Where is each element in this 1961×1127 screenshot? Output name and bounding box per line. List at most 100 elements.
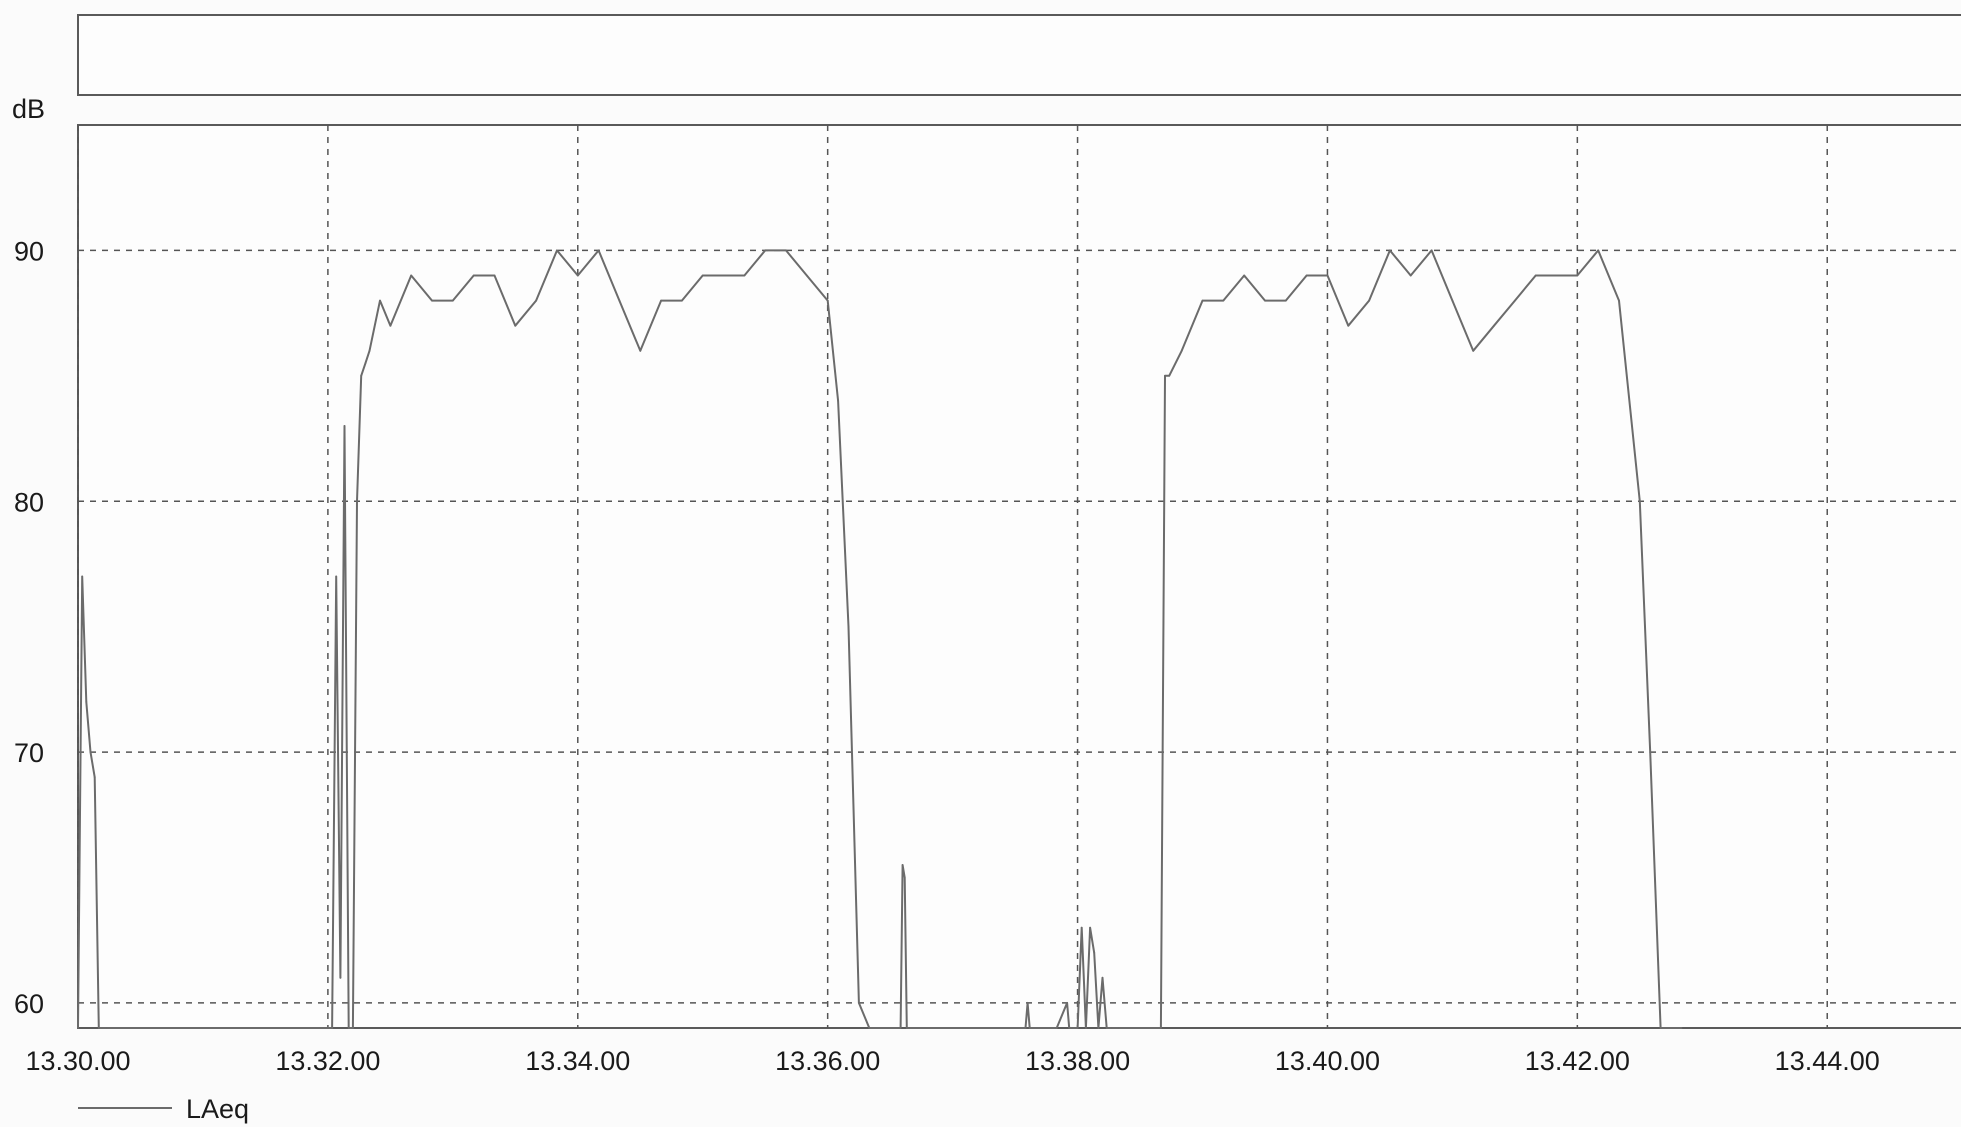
x-tick-label-13-44-00: 13.44.00 — [1775, 1046, 1880, 1076]
data-point — [681, 299, 683, 302]
data-point — [379, 299, 381, 302]
data-point — [356, 500, 358, 503]
data-point — [785, 249, 787, 252]
legend: LAeq — [78, 1094, 249, 1124]
data-point — [1024, 1027, 1027, 1029]
data-point — [1105, 1027, 1108, 1029]
data-point — [1284, 299, 1287, 302]
data-point — [343, 425, 346, 427]
data-point — [1264, 299, 1266, 302]
data-point — [743, 274, 746, 277]
x-tick-label-13-30-00: 13.30.00 — [25, 1046, 130, 1076]
data-point — [1347, 324, 1350, 327]
data-point — [102, 1027, 104, 1029]
data-point — [1222, 299, 1225, 302]
data-point — [868, 1027, 871, 1029]
data-point — [331, 1027, 333, 1029]
data-point — [81, 575, 84, 578]
data-point — [1243, 274, 1246, 277]
data-point — [472, 274, 475, 277]
data-point — [1514, 299, 1516, 302]
data-point — [1305, 274, 1308, 277]
x-tick-label-13-42-00: 13.42.00 — [1525, 1046, 1630, 1076]
data-point — [1201, 299, 1204, 302]
data-point — [1649, 751, 1652, 753]
data-point — [1576, 274, 1579, 277]
legend-label-laeq: LAeq — [186, 1094, 249, 1124]
data-point — [1070, 1027, 1073, 1029]
top-info-panel — [77, 14, 1961, 96]
plot-area — [77, 124, 1961, 1029]
data-point — [722, 274, 725, 277]
data-point — [905, 1027, 908, 1029]
data-point — [1168, 374, 1171, 377]
data-point — [1472, 349, 1475, 352]
data-point — [576, 274, 579, 277]
y-tick-label-90: 90 — [14, 236, 44, 266]
data-point — [858, 1002, 860, 1004]
data-point — [93, 776, 96, 779]
x-tick-label-13-32-00: 13.32.00 — [275, 1046, 380, 1076]
y-tick-label-70: 70 — [14, 738, 44, 768]
data-point — [347, 1027, 350, 1029]
data-point — [1618, 299, 1620, 302]
data-point — [1114, 1027, 1116, 1029]
data-point — [1670, 1027, 1672, 1029]
data-point — [1430, 249, 1433, 252]
data-point — [1076, 1027, 1079, 1029]
data-point — [535, 299, 537, 302]
data-point — [493, 274, 496, 277]
data-point — [1451, 299, 1454, 302]
data-point — [1089, 926, 1091, 929]
data-point — [1101, 976, 1104, 979]
data-point — [1389, 249, 1391, 252]
data-point — [89, 751, 92, 753]
data-point — [514, 324, 517, 327]
data-point — [1028, 1027, 1031, 1029]
data-point — [1118, 1027, 1121, 1029]
data-point — [597, 249, 600, 252]
data-point — [335, 575, 338, 578]
x-axis: 13.30.00 13.32.00 13.34.00 13.36.00 13.38.00… — [25, 1046, 1879, 1076]
data-point — [639, 349, 642, 352]
data-point — [410, 274, 413, 277]
grid — [77, 125, 1961, 1028]
data-point — [1097, 1027, 1100, 1029]
data-point — [618, 299, 621, 302]
data-point — [97, 1027, 100, 1029]
data-point — [1659, 1027, 1662, 1029]
data-point — [903, 876, 906, 879]
data-point — [556, 249, 558, 252]
data-point — [1597, 249, 1600, 252]
data-point — [1493, 324, 1495, 327]
data-point — [360, 374, 363, 377]
data-point — [901, 864, 904, 866]
data-point — [1085, 1027, 1087, 1029]
data-point — [1110, 1027, 1112, 1029]
y-axis-unit-label: dB — [12, 94, 45, 124]
data-point — [1638, 500, 1641, 503]
data-point — [85, 701, 88, 703]
data-point — [764, 249, 767, 252]
x-tick-label-13-34-00: 13.34.00 — [525, 1046, 630, 1076]
data-point — [352, 1027, 354, 1029]
data-point — [451, 299, 454, 302]
data-point — [1326, 274, 1329, 277]
data-point — [805, 274, 808, 277]
data-point — [701, 274, 704, 277]
data-point — [431, 299, 433, 302]
data-point — [660, 299, 662, 302]
x-tick-label-13-36-00: 13.36.00 — [775, 1046, 880, 1076]
data-point — [1026, 1002, 1029, 1004]
data-point — [1555, 274, 1558, 277]
y-axis: 60 70 80 90 — [14, 236, 44, 1019]
data-point — [106, 1027, 109, 1029]
y-tick-label-80: 80 — [14, 487, 44, 517]
x-tick-label-13-40-00: 13.40.00 — [1275, 1046, 1380, 1076]
data-point — [1093, 951, 1096, 954]
data-point — [1680, 1027, 1683, 1029]
data-point — [1068, 1027, 1071, 1029]
data-point — [1409, 274, 1412, 277]
data-point — [847, 625, 850, 628]
